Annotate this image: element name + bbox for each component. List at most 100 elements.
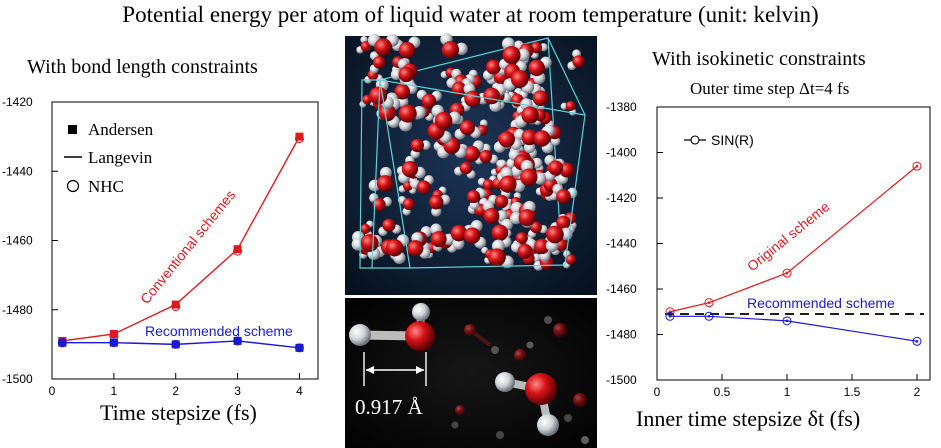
left-x-tick-label: 1	[111, 384, 118, 398]
water-molecule	[431, 104, 461, 130]
left-series-line-1	[62, 340, 300, 349]
water-molecule	[351, 234, 381, 261]
right-circle-marker	[782, 316, 792, 326]
left-circle-marker	[171, 339, 181, 349]
right-series-line-1	[670, 315, 918, 342]
legend-nhc-label: NHC	[88, 177, 124, 196]
left-y-tick-label: -1460	[2, 234, 33, 248]
water-molecule	[410, 175, 434, 195]
water-molecule	[510, 238, 537, 259]
right-y-tick-label: -1460	[606, 282, 637, 296]
water-molecule	[369, 51, 386, 74]
left-data-marks	[57, 132, 304, 353]
water-molecule	[479, 143, 499, 164]
left-square-marker	[233, 336, 242, 345]
right-x-tick-label: 1.5	[844, 385, 861, 399]
water-molecule	[510, 200, 536, 227]
water-molecule	[520, 160, 547, 186]
left-x-tick-label: 3	[234, 384, 241, 398]
right-chart-subtitle: Outer time step Δt=4 fs	[690, 79, 849, 98]
water-molecule	[397, 195, 415, 216]
water-molecule	[463, 220, 487, 249]
left-circle-marker	[233, 246, 243, 256]
right-x-tick-label: 0	[654, 385, 661, 399]
water-molecule	[440, 33, 468, 59]
left-legend: Andersen Langevin NHC	[64, 120, 154, 196]
water-molecule	[356, 36, 372, 54]
left-square-marker	[58, 338, 67, 347]
right-y-tick-label: -1480	[606, 328, 637, 342]
right-x-tick-label: 0.5	[714, 385, 731, 399]
water-molecule	[368, 166, 394, 192]
water-molecules	[351, 33, 585, 271]
water-molecule-1	[349, 303, 435, 351]
water-molecule	[493, 131, 522, 153]
left-square-marker	[109, 338, 118, 347]
water-molecule	[487, 239, 514, 269]
left-circle-marker	[233, 336, 243, 346]
right-data-marks	[665, 161, 922, 346]
water-molecule	[394, 82, 418, 108]
right-circle-marker	[665, 311, 675, 321]
left-x-tick-label: 2	[172, 384, 179, 398]
water-molecule	[501, 37, 530, 65]
water-molecule	[410, 138, 431, 159]
right-circle-marker	[782, 268, 792, 278]
right-chart-title: With isokinetic constraints	[652, 48, 866, 70]
water-molecule	[398, 161, 426, 184]
water-molecule	[567, 49, 585, 71]
left-square-marker	[171, 340, 180, 349]
right-y-tick-label: -1380	[606, 100, 637, 114]
left-circle-marker	[171, 302, 181, 312]
right-circle-dot	[915, 164, 919, 168]
left-y-tick-label: -1420	[2, 95, 33, 109]
close-up-background	[345, 298, 597, 448]
left-circle-marker	[294, 134, 304, 144]
right-axis-ticks: 0 0.5 1 1.5 2 -1500 -1480 -1460 -1440 -1420 -1400 -…	[606, 100, 921, 399]
water-molecule	[528, 56, 552, 85]
left-y-tick-label: -1440	[2, 164, 33, 178]
water-molecule	[378, 218, 402, 237]
right-circle-marker	[704, 311, 714, 321]
right-circle-dot	[707, 301, 711, 304]
left-x-tick-label: 0	[49, 384, 56, 398]
water-molecule	[527, 221, 548, 238]
water-molecule	[416, 89, 442, 109]
water-molecule	[398, 104, 426, 132]
left-axis-ticks: 0 1 2 3 4 -1500 -1480 -1460 -1440 -1420	[2, 95, 303, 398]
left-annotation-conventional: Conventional schemes	[137, 187, 239, 307]
water-molecule	[491, 218, 513, 248]
left-x-tick-label: 4	[296, 384, 303, 398]
legend-andersen-marker	[68, 125, 77, 134]
right-annotation-recommended: Recommended scheme	[747, 295, 895, 311]
left-square-marker	[171, 300, 180, 309]
right-x-axis-label: Inner time stepsize δt (fs)	[636, 406, 860, 431]
left-circle-marker	[57, 338, 67, 348]
right-plot-frame	[656, 106, 931, 381]
left-chart-title: With bond length constraints	[27, 56, 258, 78]
left-y-tick-label: -1480	[2, 303, 33, 317]
water-molecule	[466, 188, 487, 210]
left-chart: With bond length constraints 0 1 2 3 4 -1500 -…	[2, 56, 319, 425]
left-annotation-recommended: Recommended scheme	[145, 323, 293, 339]
left-series-line-0	[62, 136, 301, 342]
right-circle-dot	[785, 271, 789, 275]
simulation-box-front-edges	[359, 79, 586, 269]
water-molecule	[503, 70, 535, 94]
water-molecule	[482, 200, 508, 225]
water-molecule	[429, 194, 451, 217]
water-molecule	[454, 161, 476, 179]
water-molecule	[513, 128, 538, 154]
water-molecule	[369, 193, 392, 212]
right-circle-marker	[912, 336, 922, 346]
legend-sinr-label: SIN(R)	[711, 132, 754, 148]
right-circle-marker	[912, 161, 922, 171]
left-y-tick-label: -1500	[2, 372, 33, 386]
left-circle-marker	[109, 338, 119, 348]
right-circle-dot	[785, 319, 789, 323]
right-circle-dot	[915, 340, 919, 343]
right-circle-marker	[704, 298, 714, 308]
left-square-marker	[109, 329, 118, 338]
water-molecule	[367, 33, 399, 56]
bond-length-label: 0.917 Å	[355, 395, 424, 419]
